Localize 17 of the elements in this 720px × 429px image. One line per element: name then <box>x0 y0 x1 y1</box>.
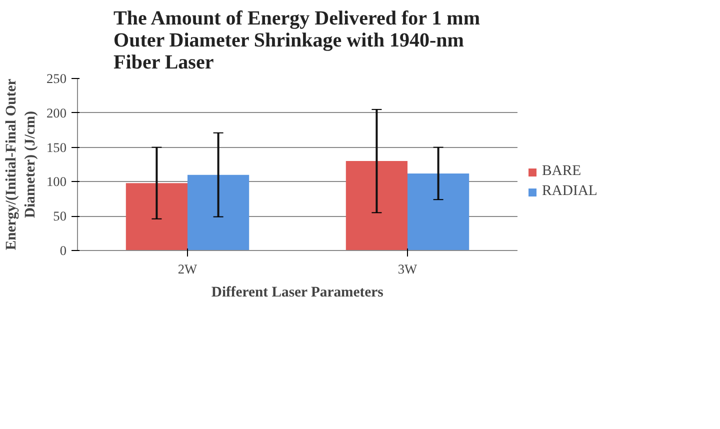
x-axis-title: Different Laser Parameters <box>211 284 384 300</box>
bar <box>126 183 188 250</box>
y-tick-label: 0 <box>60 243 67 258</box>
chart-title: The Amount of Energy Delivered for 1 mm Outer Diameter Shrinkage with 1940-nm Fiber Laser <box>114 8 480 74</box>
x-tick-label: 2W <box>178 262 198 276</box>
y-tick-label: 200 <box>46 105 67 120</box>
bar <box>346 161 408 250</box>
legend-label: BARE <box>542 163 582 180</box>
y-tick-label: 150 <box>46 140 67 155</box>
bar <box>408 173 470 250</box>
y-axis-title: Energy/(Initial-Final Outer Diameter) (J/cm) <box>3 78 39 250</box>
y-tick-label: 250 <box>46 71 67 86</box>
x-tick-label: 3W <box>398 262 418 276</box>
y-tick-label: 50 <box>53 208 67 224</box>
legend-label: RADIAL <box>542 183 598 200</box>
bar <box>188 174 250 250</box>
y-tick-label: 100 <box>46 174 67 190</box>
